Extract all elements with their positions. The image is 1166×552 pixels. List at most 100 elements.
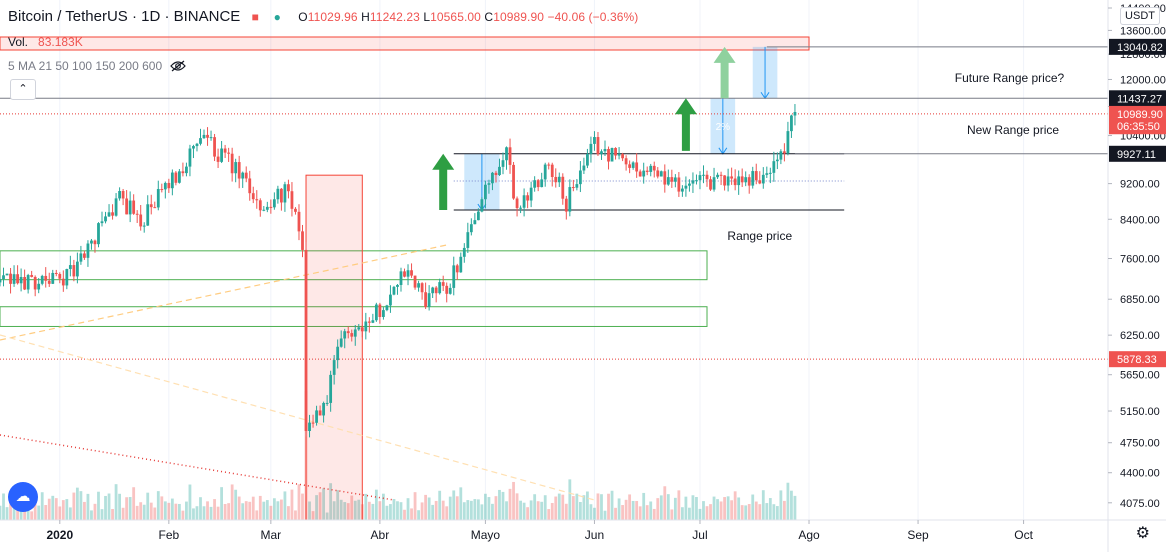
price-tick-label: 5150.00 xyxy=(1120,406,1160,418)
volume-bar xyxy=(765,503,769,520)
currency-button[interactable]: USDT xyxy=(1120,7,1160,25)
annotation-text: Range price xyxy=(727,229,792,243)
candle-body xyxy=(58,273,62,279)
volume-bar xyxy=(498,489,501,520)
volume-bar xyxy=(487,497,491,520)
volume-bar xyxy=(272,498,276,520)
eye-off-icon[interactable] xyxy=(170,60,186,72)
candle-body xyxy=(227,152,231,154)
candle-body xyxy=(272,199,276,208)
volume-bar xyxy=(779,490,783,520)
candle-body xyxy=(501,160,505,167)
candle-body xyxy=(378,304,382,317)
volume-bar xyxy=(399,502,403,520)
volume-bar xyxy=(283,491,287,520)
volume-bar xyxy=(276,501,280,520)
volume-bar xyxy=(631,500,635,520)
candle-body xyxy=(635,162,639,172)
candle-body xyxy=(670,177,674,182)
candle-body xyxy=(712,177,716,190)
volume-bar xyxy=(505,501,508,520)
candle-body xyxy=(65,269,69,286)
candle-body xyxy=(431,287,435,294)
price-tick-label: 4400.00 xyxy=(1120,468,1160,480)
candle-body xyxy=(417,283,420,288)
candle-body xyxy=(765,173,769,175)
ma-label[interactable]: 5 MA 21 50 100 150 200 600 xyxy=(8,59,163,73)
volume-bar xyxy=(332,501,336,520)
candle-body xyxy=(663,171,667,185)
volume-bar xyxy=(737,497,741,520)
volume-bar xyxy=(589,504,593,520)
volume-bar xyxy=(691,495,695,520)
candle-body xyxy=(593,137,596,144)
drawing-zones: 2% xyxy=(0,36,810,521)
gear-icon[interactable]: ⚙ xyxy=(1135,525,1150,542)
volume-bar xyxy=(54,498,58,520)
volume-label[interactable]: Vol. xyxy=(8,35,29,49)
volume-bar xyxy=(491,503,494,520)
candle-body xyxy=(160,189,164,191)
volume-bar xyxy=(448,496,452,520)
time-tick-label: Mar xyxy=(261,528,282,542)
candle-body xyxy=(156,189,160,208)
candle-body xyxy=(399,271,403,285)
price-tick-label: 7600.00 xyxy=(1120,253,1160,265)
volume-bar xyxy=(649,501,653,520)
volume-bar xyxy=(382,493,385,520)
volume-bar xyxy=(603,510,607,520)
collapse-legend-button[interactable]: ⌃ xyxy=(10,79,36,100)
volume-bar xyxy=(167,502,171,520)
candle-body xyxy=(505,147,508,161)
volume-bar xyxy=(635,500,639,520)
volume-bar xyxy=(248,501,252,520)
up-arrow-icon xyxy=(713,46,736,99)
volume-bar xyxy=(680,507,684,520)
tradingview-logo[interactable]: ☁ xyxy=(8,482,38,512)
volume-bar xyxy=(139,502,143,520)
candle-body xyxy=(346,331,350,334)
candle-body xyxy=(216,156,220,162)
candle-body xyxy=(149,204,153,208)
candle-body xyxy=(698,175,702,181)
symbol-title[interactable]: Bitcoin / TetherUS · 1D · BINANCE xyxy=(8,8,241,25)
green-dot-icon[interactable]: ● xyxy=(273,9,281,24)
time-tick-label: Oct xyxy=(1014,528,1033,542)
price-tick-label: 6850.00 xyxy=(1120,294,1160,306)
candle-body xyxy=(631,162,635,168)
time-tick-label: Feb xyxy=(158,528,179,542)
time-tick-label: Jul xyxy=(692,528,707,542)
volume-bar xyxy=(645,505,649,520)
price-tick-label: 4750.00 xyxy=(1120,438,1160,450)
volume-bar xyxy=(170,498,174,520)
candle-body xyxy=(75,261,79,277)
volume-bar xyxy=(336,490,340,520)
candle-body xyxy=(290,191,294,209)
candle-body xyxy=(656,170,660,177)
volume-bar xyxy=(494,496,498,520)
candle-body xyxy=(723,175,726,186)
candle-body xyxy=(329,374,333,403)
candle-body xyxy=(241,172,245,179)
volume-bar xyxy=(51,495,55,520)
volume-bar xyxy=(761,490,765,520)
volume-bar xyxy=(586,491,589,520)
candle-body xyxy=(364,321,368,332)
volume-bar xyxy=(297,484,301,520)
candle-body xyxy=(322,402,326,416)
candle-body xyxy=(121,191,125,199)
volume-bar xyxy=(392,499,396,520)
volume-bar xyxy=(568,479,572,520)
volume-bar xyxy=(294,510,297,520)
volume-bar xyxy=(751,494,755,520)
candle-body xyxy=(396,284,399,287)
candle-body xyxy=(466,232,470,248)
volume-bar xyxy=(114,484,118,520)
volume-bar xyxy=(339,499,343,520)
price-tag xyxy=(1109,118,1166,135)
candle-body xyxy=(761,174,765,184)
candle-body xyxy=(533,180,537,188)
candle-body xyxy=(128,200,132,215)
red-square-icon[interactable]: ■ xyxy=(251,9,259,24)
